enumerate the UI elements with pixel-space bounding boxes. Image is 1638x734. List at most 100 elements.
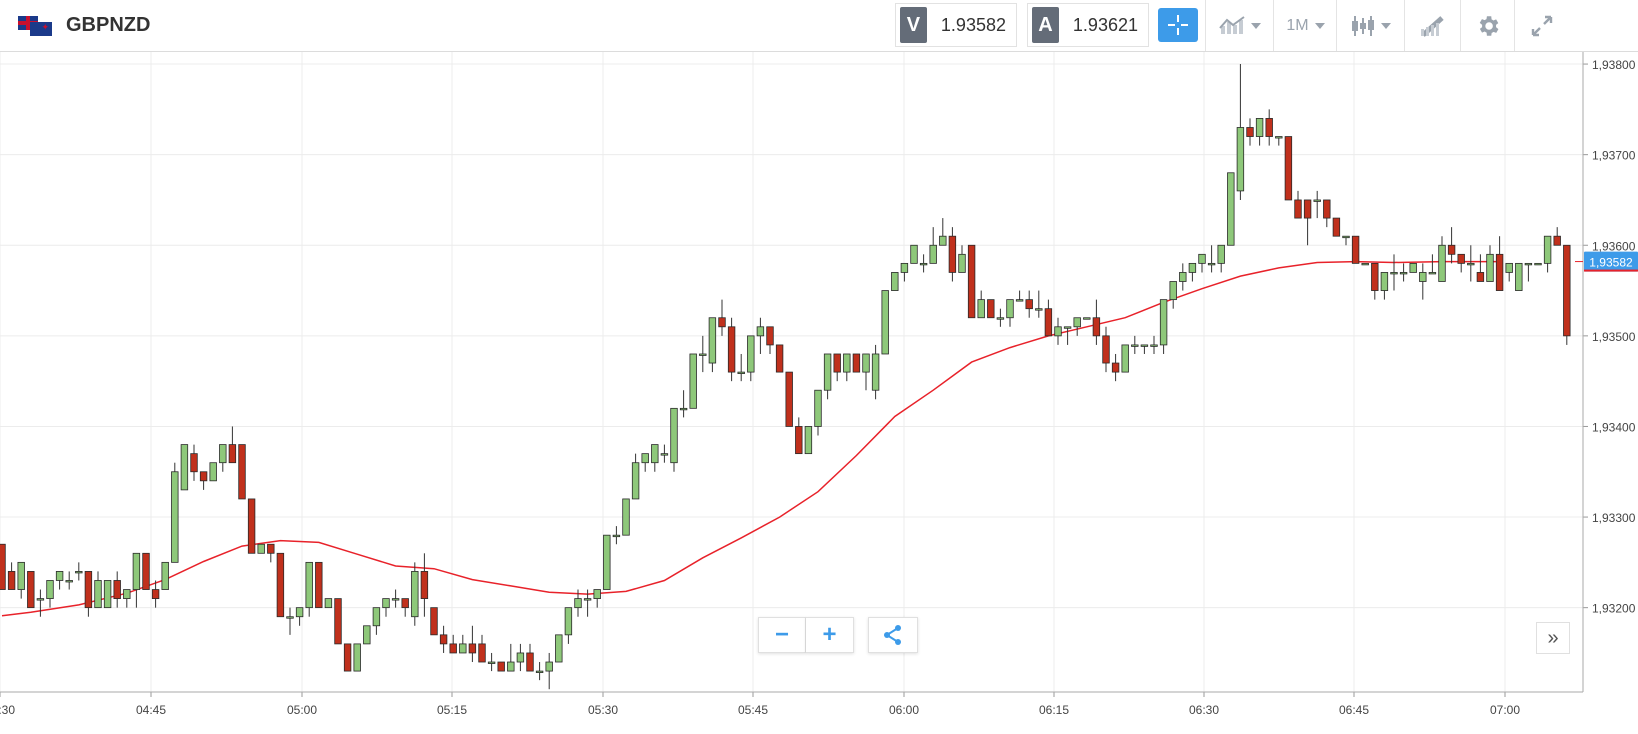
price-chart[interactable]: 1,93800 1,93700 1,93600 1,93500 1,93400 1,933…	[0, 52, 1638, 729]
candle-body	[1486, 253, 1494, 282]
candle-body	[804, 426, 813, 455]
candle-body	[113, 580, 121, 599]
sell-price-box[interactable]: V 1.93582	[895, 3, 1017, 47]
candle-body	[75, 571, 83, 574]
candle-body	[1073, 317, 1081, 328]
candle-body	[84, 571, 93, 609]
candle-body	[1543, 235, 1552, 264]
candle-body	[401, 598, 409, 609]
candle-body	[334, 598, 342, 645]
candle-body	[1390, 272, 1398, 275]
x-tick-label: 05:15	[437, 703, 467, 717]
candle-body	[324, 598, 333, 609]
candle-body	[103, 580, 112, 609]
candle-body	[1207, 262, 1216, 266]
chart-type-dropdown[interactable]	[1336, 0, 1405, 51]
candle-body	[1035, 308, 1043, 311]
candle-body	[1131, 344, 1139, 347]
drawing-tools-icon	[1421, 15, 1444, 37]
settings-button[interactable]	[1460, 0, 1515, 51]
candle-body	[1275, 136, 1283, 139]
candle-body	[929, 244, 937, 264]
timeframe-dropdown[interactable]: 1M	[1273, 0, 1337, 51]
y-tick-label: 1,93700	[1592, 149, 1636, 163]
candle-body	[814, 389, 822, 427]
drawing-tools-button[interactable]	[1404, 0, 1461, 51]
candle-body	[1534, 262, 1542, 266]
top-toolbar: GBPNZD V 1.93582 A 1.93621 1M	[0, 0, 1638, 52]
candle-body	[238, 444, 246, 500]
indicators-button[interactable]	[1205, 0, 1274, 51]
candle-body	[948, 235, 957, 273]
candle-body	[1121, 344, 1129, 373]
candle-body	[756, 326, 765, 337]
candle-body	[1140, 344, 1149, 347]
y-tick-label: 1,93500	[1592, 330, 1636, 344]
zoom-in-button[interactable]: +	[806, 617, 854, 653]
candle-body	[439, 634, 448, 645]
zoom-controls: − +	[758, 617, 854, 653]
candlestick-chart[interactable]: 1,93800 1,93700 1,93600 1,93500 1,93400 1,933…	[0, 52, 1638, 729]
candle-body	[1332, 217, 1341, 237]
candle-body	[228, 444, 237, 464]
candle-body	[1419, 272, 1427, 282]
candle-body	[209, 462, 217, 482]
share-icon	[884, 625, 901, 645]
x-tick-label: 06:00	[889, 703, 919, 717]
candle-body	[507, 661, 515, 672]
candle-body	[891, 272, 899, 291]
candle-body	[967, 244, 976, 319]
share-button[interactable]	[868, 617, 918, 653]
candle-body	[161, 561, 169, 590]
chevron-down-icon	[1251, 22, 1261, 29]
candle-body	[795, 426, 803, 455]
candle-body	[977, 299, 985, 319]
candle-body	[1284, 136, 1293, 201]
instrument-name: GBPNZD	[66, 14, 151, 36]
x-tick-label: 04:45	[136, 703, 166, 717]
candle-body	[478, 643, 486, 663]
candle-body	[1409, 262, 1417, 273]
x-tick-label: 06:45	[1339, 703, 1369, 717]
zoom-out-button[interactable]: −	[758, 617, 806, 653]
candle-body	[1015, 299, 1024, 302]
candle-body	[660, 453, 669, 456]
candle-body	[1294, 199, 1302, 219]
crosshair-button[interactable]	[1158, 8, 1198, 42]
candle-body	[1303, 199, 1312, 219]
candle-body	[1515, 262, 1523, 291]
candle-body	[737, 371, 745, 375]
candle-body	[1083, 317, 1091, 320]
candle-body	[583, 598, 592, 601]
candle-body	[1313, 199, 1321, 202]
y-tick-label: 1,93800	[1592, 58, 1636, 72]
candle-body	[862, 353, 870, 373]
last-price-badge	[1584, 251, 1638, 272]
instrument-selector[interactable]: GBPNZD	[18, 14, 150, 37]
candle-body	[1447, 244, 1456, 255]
buy-price-box[interactable]: A 1.93621	[1027, 3, 1149, 47]
candle-body	[1169, 281, 1177, 301]
fullscreen-button[interactable]	[1514, 0, 1569, 51]
candle-body	[94, 580, 102, 609]
candle-body	[987, 299, 995, 319]
x-tick-label: 04:30	[0, 703, 15, 717]
candle-body	[1255, 118, 1264, 137]
candle-body	[180, 444, 189, 491]
x-tick-label: 05:45	[738, 703, 768, 717]
candle-body	[1524, 262, 1533, 266]
candle-body	[7, 571, 16, 590]
candle-body	[1227, 172, 1235, 246]
candle-body	[430, 607, 438, 636]
candle-body	[1342, 235, 1350, 239]
candle-body	[1553, 235, 1561, 246]
scroll-to-latest-button[interactable]: »	[1536, 622, 1570, 654]
x-tick-label: 06:15	[1039, 703, 1069, 717]
candle-body	[1150, 344, 1158, 347]
candle-body	[833, 353, 841, 373]
candle-body	[267, 543, 275, 554]
candle-body	[823, 353, 832, 391]
candle-body	[372, 607, 381, 627]
buy-price: 1.93621	[1072, 14, 1138, 35]
timeframe-label: 1M	[1286, 16, 1309, 34]
